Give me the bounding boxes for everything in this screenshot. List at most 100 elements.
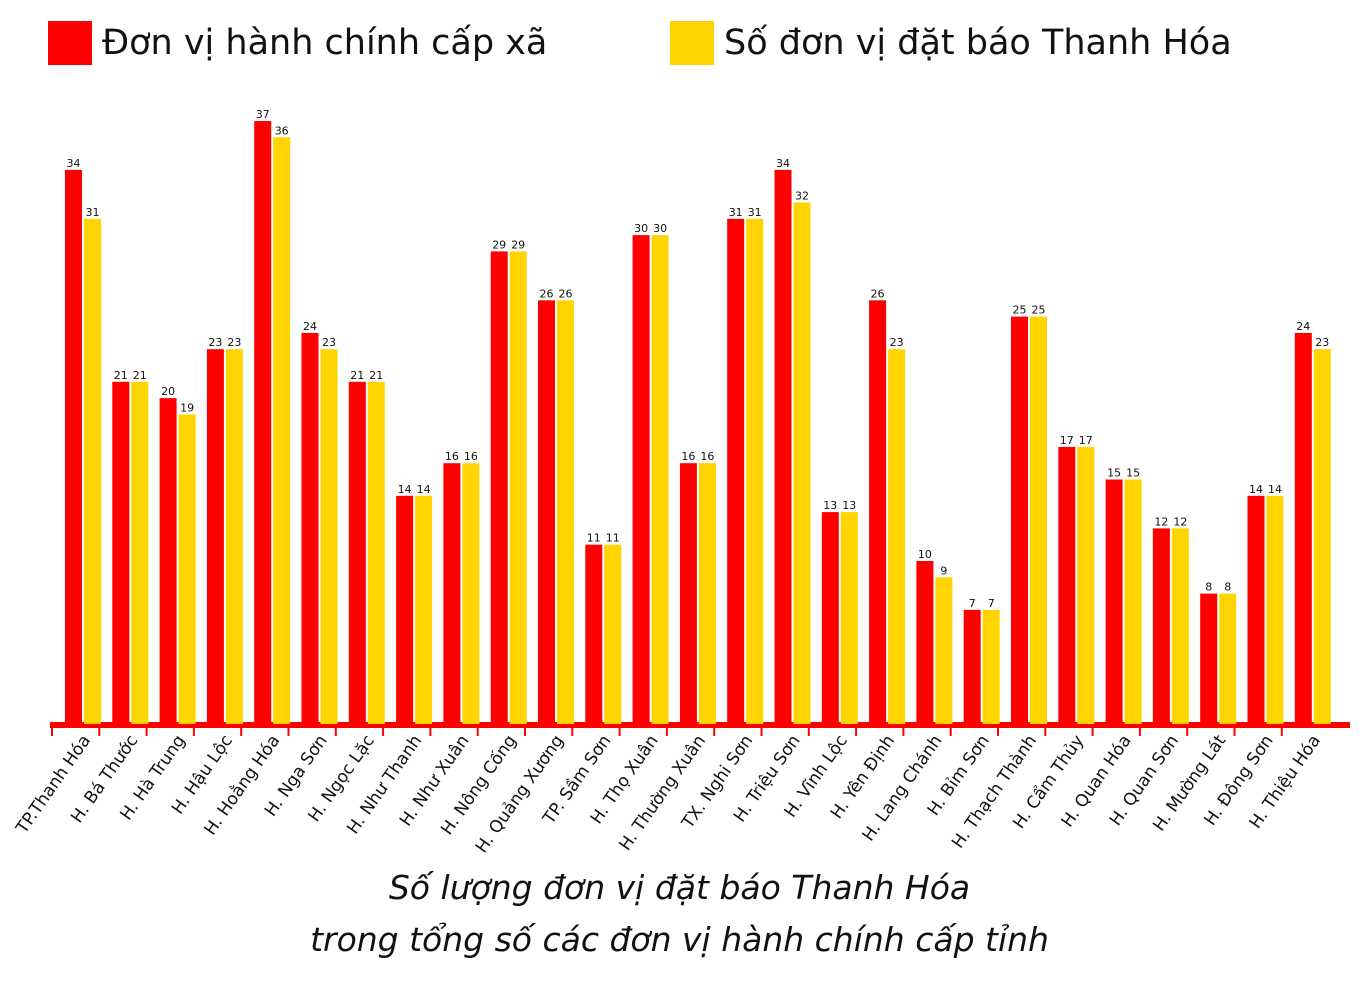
legend-label-dat-bao: Số đơn vị đặt báo Thanh Hóa [724,23,1232,63]
bar-dat-bao-7 [415,495,433,724]
data-label-dat-bao-2: 19 [180,401,194,414]
bar-xa-10 [538,300,555,724]
data-label-dat-bao-13: 16 [700,450,714,463]
x-tick-3 [192,726,195,736]
data-label-xa-1: 21 [114,369,128,382]
bar-dat-bao-4 [273,137,291,725]
data-label-xa-16: 13 [823,499,837,512]
bar-xa-22 [1105,479,1123,724]
data-label-xa-26: 24 [1296,320,1310,333]
data-label-xa-4: 37 [256,108,270,121]
bar-dat-bao-12 [651,235,669,724]
x-tick-1 [98,726,101,736]
data-label-dat-bao-8: 16 [464,450,478,463]
data-label-xa-7: 14 [398,483,412,496]
x-tick-19 [949,726,952,736]
legend-swatch-yellow [670,21,714,65]
bar-xa-19 [963,609,981,724]
bar-xa-25 [1247,495,1265,724]
bar-dat-bao-11 [604,544,622,724]
bar-dat-bao-3 [225,349,243,724]
x-axis-line [50,722,1350,728]
bar-dat-bao-10 [557,300,574,724]
data-label-dat-bao-25: 14 [1268,483,1282,496]
bar-xa-13 [679,463,697,724]
category-label-13: H. Thường Xuân [615,731,710,854]
bar-xa-26 [1294,332,1312,724]
data-label-xa-21: 17 [1060,434,1074,447]
bar-xa-20 [1011,316,1028,724]
data-label-xa-12: 30 [634,222,648,235]
bar-dat-bao-9 [509,251,527,724]
x-tick-5 [287,726,290,736]
data-label-xa-23: 12 [1154,515,1168,528]
legend: Đơn vị hành chính cấp xã Số đơn vị đặt b… [0,20,1359,70]
data-label-dat-bao-23: 12 [1173,515,1187,528]
x-tick-23 [1138,726,1141,736]
bar-xa-5 [301,332,319,724]
data-label-xa-6: 21 [350,369,364,382]
x-tick-17 [855,726,858,736]
x-tick-26 [1280,726,1283,736]
bar-xa-7 [396,495,414,724]
x-tick-24 [1186,726,1189,736]
x-tick-0 [51,726,53,736]
bar-dat-bao-18 [935,577,953,724]
data-label-xa-14: 31 [729,206,743,219]
data-label-dat-bao-4: 36 [275,124,289,137]
data-label-xa-18: 10 [918,548,932,561]
bar-xa-8 [443,463,461,724]
data-label-dat-bao-0: 31 [86,206,100,219]
category-label-10: H. Quảng Xương [472,731,568,857]
data-label-dat-bao-24: 8 [1224,581,1231,594]
data-label-dat-bao-18: 9 [940,564,947,577]
bar-xa-4 [254,121,272,724]
data-label-dat-bao-16: 13 [842,499,856,512]
data-label-dat-bao-15: 32 [795,190,809,203]
bar-dat-bao-6 [367,381,385,724]
data-label-dat-bao-20: 25 [1032,304,1046,317]
x-tick-14 [713,726,716,736]
x-tick-8 [429,726,432,736]
bar-dat-bao-17 [888,349,906,724]
data-label-dat-bao-14: 31 [748,206,762,219]
data-label-dat-bao-3: 23 [227,336,241,349]
data-label-dat-bao-12: 30 [653,222,667,235]
bar-xa-15 [774,169,792,724]
bar-xa-0 [65,169,82,724]
bar-dat-bao-5 [320,349,338,724]
bar-dat-bao-25 [1266,495,1284,724]
x-tick-10 [524,726,526,736]
legend-label-xa: Đơn vị hành chính cấp xã [102,23,548,63]
legend-item-dat-bao: Số đơn vị đặt báo Thanh Hóa [670,20,1232,66]
x-tick-20 [997,726,999,736]
bar-xa-14 [727,218,745,725]
bar-dat-bao-8 [462,463,480,724]
data-label-dat-bao-1: 21 [133,369,147,382]
x-tick-22 [1091,726,1094,736]
data-label-xa-13: 16 [681,450,695,463]
bar-dat-bao-14 [746,218,764,725]
bar-dat-bao-19 [982,609,1000,724]
bar-dat-bao-21 [1077,446,1095,724]
bar-dat-bao-26 [1313,349,1331,724]
data-label-xa-3: 23 [208,336,222,349]
bar-dat-bao-24 [1219,593,1237,724]
data-label-xa-9: 29 [492,238,506,251]
data-label-xa-10: 26 [540,287,554,300]
bar-xa-18 [916,561,934,724]
bar-xa-3 [206,349,224,724]
bar-dat-bao-22 [1124,479,1142,724]
data-label-dat-bao-11: 11 [606,532,620,545]
data-label-xa-25: 14 [1249,483,1263,496]
bar-xa-1 [112,381,130,724]
bar-xa-23 [1152,528,1170,724]
x-tick-7 [382,726,385,736]
bar-xa-24 [1200,593,1218,724]
bar-xa-9 [490,251,508,724]
bar-dat-bao-15 [793,202,811,724]
bar-xa-16 [821,512,839,724]
data-label-xa-17: 26 [871,287,885,300]
data-label-xa-8: 16 [445,450,459,463]
x-tick-15 [760,726,763,736]
